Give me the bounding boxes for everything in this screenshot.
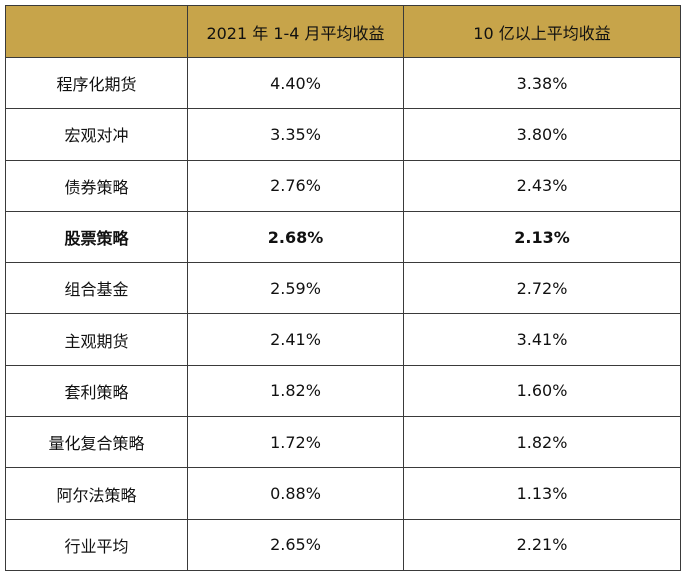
row-label: 股票策略	[5, 210, 188, 264]
header-cell	[5, 5, 188, 58]
row-label: 宏观对冲	[5, 108, 188, 161]
table-cell: 3.41%	[403, 313, 681, 366]
row-label: 套利策略	[5, 364, 188, 418]
table-cell: 2.41%	[187, 313, 404, 366]
table-cell: 1.82%	[403, 416, 681, 469]
table-cell: 3.38%	[403, 56, 681, 110]
table-header: 2021 年 1-4 月平均收益 10 亿以上平均收益	[5, 5, 681, 58]
returns-table: 2021 年 1-4 月平均收益 10 亿以上平均收益 程序化期货 4.40% 3.…	[5, 5, 681, 571]
table-wrap: 2021 年 1-4 月平均收益 10 亿以上平均收益 程序化期货 4.40% 3.…	[5, 5, 681, 571]
row-label: 阿尔法策略	[5, 467, 188, 520]
table-row: 套利策略 1.82% 1.60%	[5, 364, 681, 418]
table-cell: 1.13%	[403, 467, 681, 520]
table-cell: 1.72%	[187, 416, 404, 469]
table-cell: 2.65%	[187, 518, 404, 571]
table-row: 宏观对冲 3.35% 3.80%	[5, 108, 681, 161]
row-label: 量化复合策略	[5, 416, 188, 469]
table-row: 量化复合策略 1.72% 1.82%	[5, 416, 681, 469]
table-cell: 2.21%	[403, 518, 681, 571]
table-row: 行业平均 2.65% 2.21%	[5, 518, 681, 571]
row-label: 债券策略	[5, 159, 188, 212]
table-row: 债券策略 2.76% 2.43%	[5, 159, 681, 212]
table-cell: 3.35%	[187, 108, 404, 161]
header-row: 2021 年 1-4 月平均收益 10 亿以上平均收益	[5, 5, 681, 58]
table-row: 阿尔法策略 0.88% 1.13%	[5, 467, 681, 520]
table-cell: 2.68%	[187, 210, 404, 264]
row-label: 行业平均	[5, 518, 188, 571]
table-row: 股票策略 2.68% 2.13%	[5, 210, 681, 264]
row-label: 主观期货	[5, 313, 188, 366]
table-row: 程序化期货 4.40% 3.38%	[5, 56, 681, 110]
row-label: 组合基金	[5, 262, 188, 315]
table-cell: 1.82%	[187, 364, 404, 418]
table-cell: 2.43%	[403, 159, 681, 212]
table-cell: 2.72%	[403, 262, 681, 315]
row-label: 程序化期货	[5, 56, 188, 110]
header-cell: 2021 年 1-4 月平均收益	[187, 5, 404, 58]
table-cell: 4.40%	[187, 56, 404, 110]
table-row: 主观期货 2.41% 3.41%	[5, 313, 681, 366]
table-cell: 2.59%	[187, 262, 404, 315]
table-cell: 3.80%	[403, 108, 681, 161]
table-body: 程序化期货 4.40% 3.38% 宏观对冲 3.35% 3.80% 债券策略 2.76% 2.…	[5, 56, 681, 571]
table-cell: 0.88%	[187, 467, 404, 520]
table-cell: 2.76%	[187, 159, 404, 212]
table-row: 组合基金 2.59% 2.72%	[5, 262, 681, 315]
header-cell: 10 亿以上平均收益	[403, 5, 681, 58]
table-cell: 2.13%	[403, 210, 681, 264]
table-cell: 1.60%	[403, 364, 681, 418]
